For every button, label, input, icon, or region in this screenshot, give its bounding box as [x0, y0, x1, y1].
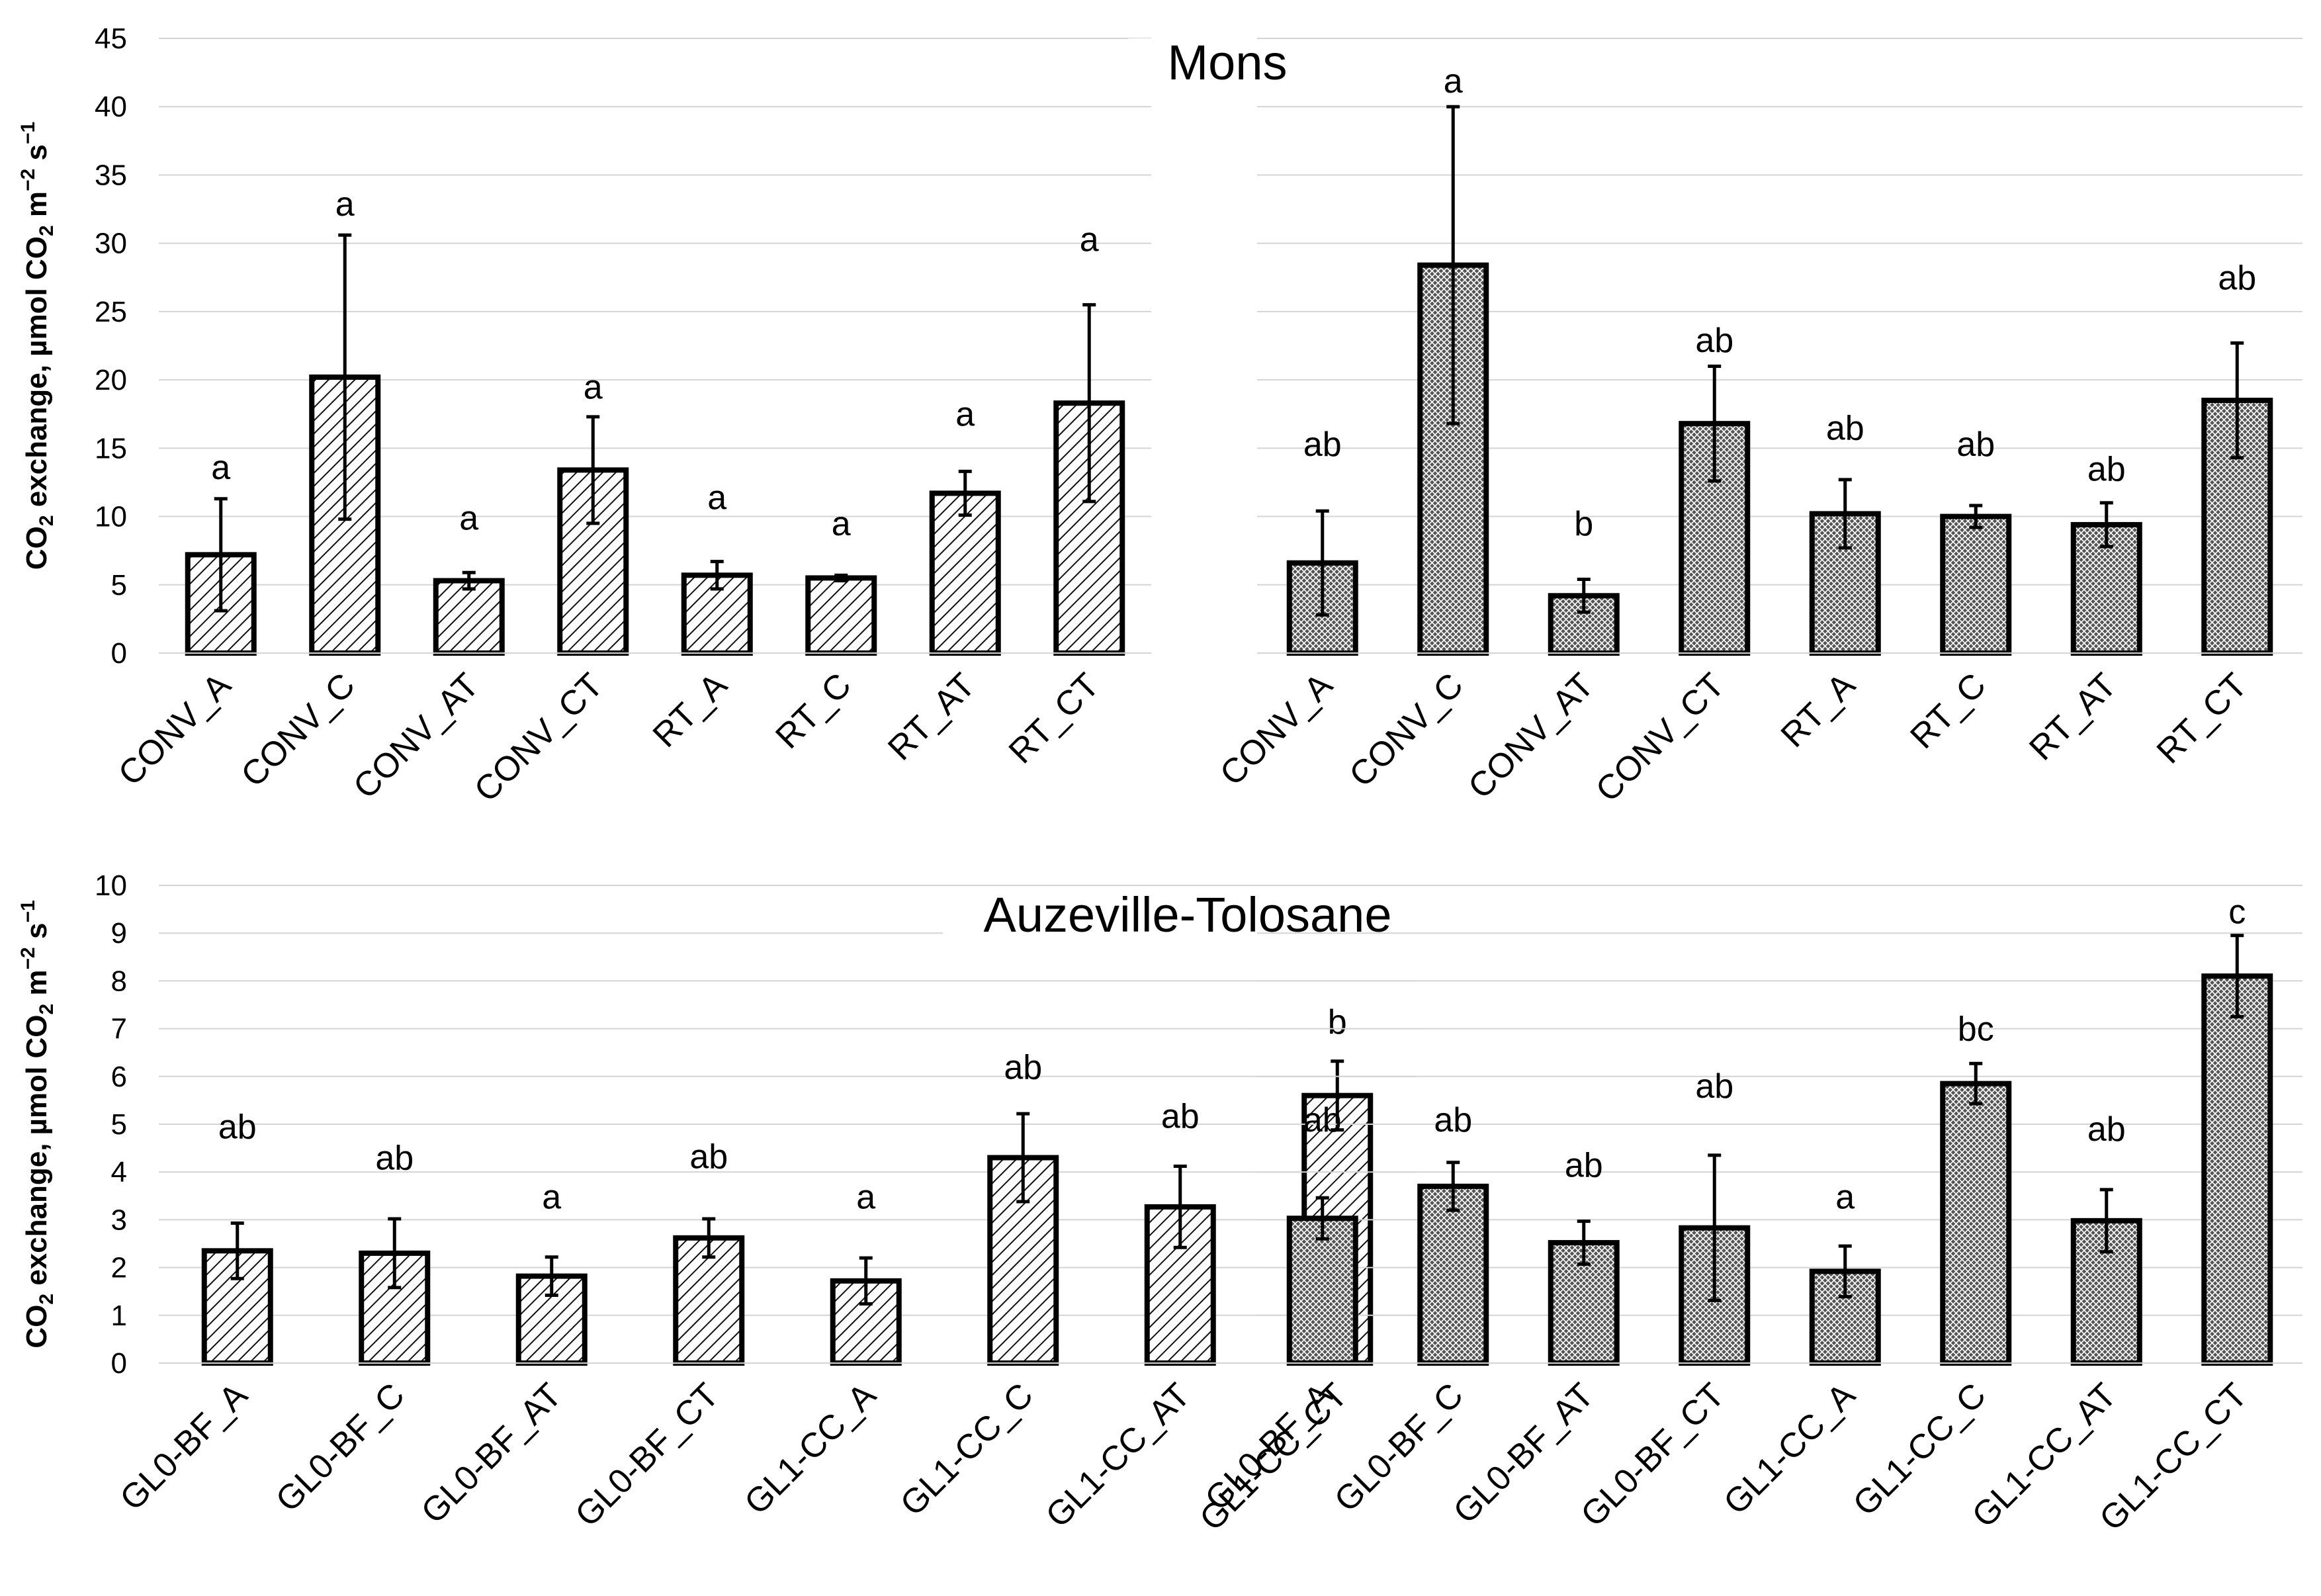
- x-tick-label: CONV_C: [234, 666, 362, 794]
- y-tick-label: 5: [111, 1108, 127, 1141]
- x-tick-label: CONV_CT: [467, 666, 611, 809]
- bar: [805, 575, 877, 656]
- significance-letter: a: [542, 1178, 561, 1217]
- significance-letter: a: [1080, 220, 1099, 259]
- bar: [1940, 513, 2012, 656]
- y-tick-label: 30: [95, 228, 127, 260]
- bar: [433, 578, 505, 656]
- significance-letter: ab: [2087, 450, 2126, 488]
- y-tick-label: 3: [111, 1204, 127, 1236]
- bar: [929, 490, 1001, 656]
- significance-letter: a: [707, 479, 726, 517]
- significance-letter: ab: [218, 1108, 257, 1147]
- x-tick-label: RT_AT: [881, 666, 983, 768]
- significance-letter: ab: [1565, 1146, 1603, 1184]
- significance-letter: ab: [2218, 259, 2256, 297]
- x-tick-label: CONV_A: [111, 666, 238, 793]
- panel-top-right: ab CONV_A a CONV_C b CONV_AT ab CONV_CT ab RT_A ab…: [1213, 38, 2302, 809]
- y-tick-label: 2: [111, 1252, 127, 1284]
- significance-letter: ab: [1303, 1101, 1342, 1139]
- significance-letter: bc: [1958, 1010, 1994, 1049]
- x-tick-label: RT_CT: [1002, 666, 1107, 771]
- significance-letter: c: [2228, 893, 2246, 932]
- y-tick-label: 15: [95, 432, 127, 465]
- x-tick-label: RT_C: [768, 666, 858, 756]
- significance-letter: ab: [1956, 425, 1995, 464]
- significance-letter: ab: [2087, 1110, 2126, 1149]
- y-tick-label: 25: [95, 296, 127, 328]
- significance-letter: ab: [1004, 1048, 1042, 1086]
- x-tick-label: GL1-CC_A: [737, 1376, 883, 1522]
- x-tick-label: RT_A: [1774, 666, 1863, 755]
- x-tick-label: GL0-BF_CT: [568, 1376, 726, 1534]
- bar: [2201, 973, 2273, 1366]
- significance-letter: a: [459, 500, 478, 538]
- significance-letter: ab: [1826, 409, 1864, 447]
- site-title: Auzeville-Tolosane: [983, 887, 1391, 942]
- y-tick-label: 40: [95, 91, 127, 123]
- x-tick-label: GL0-BF_AT: [414, 1376, 569, 1530]
- significance-letter: b: [1328, 1003, 1347, 1042]
- significance-letter: a: [211, 449, 230, 487]
- x-tick-label: CONV_A: [1213, 666, 1340, 793]
- significance-letter: ab: [1695, 322, 1733, 360]
- significance-letter: b: [1574, 505, 1593, 543]
- x-tick-label: RT_CT: [2150, 666, 2255, 771]
- bar: [1417, 1183, 1489, 1366]
- significance-letter: ab: [689, 1137, 728, 1176]
- y-tick-label: 6: [111, 1061, 127, 1093]
- significance-letter: a: [856, 1178, 875, 1217]
- y-tick-label: 10: [95, 869, 127, 902]
- site-title-bg: [1128, 38, 1327, 94]
- significance-letter: ab: [1161, 1098, 1200, 1136]
- x-tick-label: GL0-BF_A: [1198, 1376, 1340, 1518]
- y-tick-label: 7: [111, 1013, 127, 1045]
- y-axis-label: CO2 exchange, µmol CO2 m−2 s−1: [17, 900, 58, 1348]
- site-title-bg: [943, 891, 1432, 946]
- x-tick-label: GL1-CC_C: [893, 1376, 1041, 1523]
- x-tick-label: RT_A: [646, 666, 735, 755]
- x-tick-label: RT_AT: [2022, 666, 2124, 768]
- y-tick-label: 0: [111, 1347, 127, 1380]
- significance-letter: a: [1444, 62, 1463, 101]
- y-tick-label: 10: [95, 501, 127, 533]
- y-tick-label: 1: [111, 1300, 127, 1332]
- significance-letter: ab: [1695, 1067, 1733, 1106]
- bar: [1286, 1216, 1358, 1366]
- x-tick-label: GL0-BF_A: [113, 1376, 255, 1518]
- significance-letter: ab: [1434, 1101, 1472, 1139]
- x-tick-label: CONV_C: [1342, 666, 1470, 794]
- site-title: Mons: [1168, 35, 1288, 90]
- significance-letter: a: [335, 185, 355, 224]
- y-tick-label: 5: [111, 569, 127, 601]
- x-tick-label: GL1-CC_AT: [1039, 1376, 1198, 1535]
- x-tick-label: RT_C: [1903, 666, 1993, 756]
- y-tick-label: 9: [111, 917, 127, 950]
- significance-letter: a: [584, 368, 603, 406]
- x-tick-label: CONV_AT: [346, 666, 486, 806]
- y-tick-label: 0: [111, 637, 127, 670]
- x-tick-label: CONV_CT: [1589, 666, 1732, 809]
- x-tick-label: CONV_AT: [1461, 666, 1601, 806]
- x-tick-label: GL0-BF_C: [269, 1376, 412, 1519]
- significance-letter: ab: [375, 1139, 414, 1178]
- significance-letter: a: [832, 505, 851, 543]
- panel-bottom-left: 0 1 2 3 4 5 6 7 8 9 10 Auzeville-Tolosane CO2 exchan…: [17, 869, 1432, 1538]
- y-tick-label: 8: [111, 965, 127, 997]
- y-axis-label: CO2 exchange, µmol CO2 m−2 s−1: [17, 122, 58, 570]
- bar: [1940, 1081, 2012, 1366]
- y-tick-label: 35: [95, 159, 127, 191]
- x-tick-label: GL1-CC_A: [1716, 1376, 1862, 1522]
- significance-letter: ab: [1303, 425, 1342, 464]
- y-tick-label: 45: [95, 22, 127, 55]
- significance-letter: a: [955, 396, 975, 434]
- significance-letter: a: [1835, 1178, 1855, 1217]
- y-tick-label: 4: [111, 1156, 127, 1188]
- y-tick-label: 20: [95, 364, 127, 396]
- panel-top-left: 0 5 10 15 20 25 30 35 40 45 Mons CO2 exchange, µmol…: [17, 22, 1327, 809]
